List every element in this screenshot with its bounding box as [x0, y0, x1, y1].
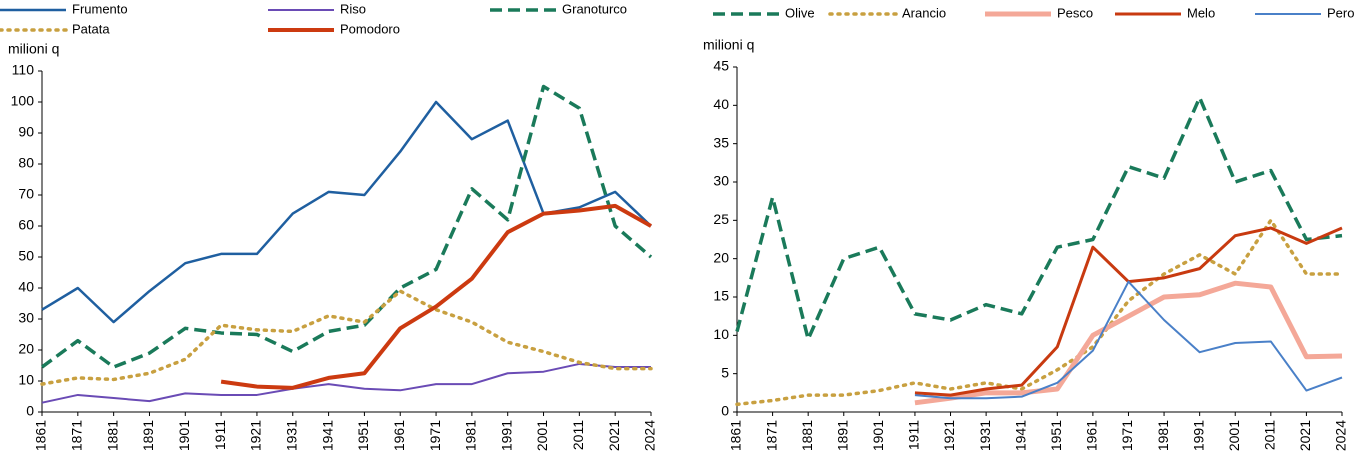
y-tick-label: 0 — [721, 403, 729, 419]
series-line — [41, 362, 651, 404]
y-tick-label: 30 — [713, 173, 729, 189]
x-tick-label: 1921 — [941, 420, 957, 451]
series-line — [40, 289, 653, 386]
x-tick-label: 1891 — [834, 420, 850, 451]
y-tick-label: 110 — [12, 62, 35, 78]
x-tick-label: 1981 — [463, 420, 479, 451]
x-tick-label: 1941 — [319, 420, 335, 451]
y-tick-label: 90 — [18, 124, 34, 140]
legend-label: Melo — [1187, 5, 1215, 20]
x-tick-label: 2021 — [1297, 420, 1313, 451]
series-line — [914, 226, 1343, 397]
y-tick-label: 50 — [18, 248, 34, 264]
x-tick-label: 2001 — [1226, 420, 1242, 451]
y-tick-label: 40 — [713, 96, 729, 112]
y-tick-label: 0 — [26, 403, 34, 419]
x-tick-label: 2024 — [1333, 420, 1349, 451]
x-tick-label: 1991 — [498, 420, 514, 451]
y-tick-label: 15 — [713, 288, 729, 304]
x-tick-label: 1901 — [176, 420, 192, 451]
x-tick-label: 1871 — [69, 420, 85, 451]
legend-label: Olive — [785, 5, 815, 20]
x-tick-label: 1961 — [1084, 420, 1100, 451]
legend-label: Pesco — [1057, 5, 1093, 20]
x-tick-label: 1891 — [140, 420, 156, 451]
x-tick-label: 2021 — [606, 420, 622, 451]
legend-label: Pero — [1327, 5, 1354, 20]
y-tick-label: 10 — [18, 372, 34, 388]
x-tick-label: 1871 — [763, 420, 779, 451]
y-tick-label: 20 — [18, 341, 34, 357]
y-axis-label: milioni q — [703, 37, 754, 53]
x-tick-label: 1861 — [33, 420, 49, 451]
x-tick-label: 1951 — [1048, 420, 1064, 451]
legend-label: Pomodoro — [340, 21, 400, 36]
y-tick-label: 45 — [713, 58, 729, 74]
x-tick-label: 1931 — [283, 420, 299, 451]
x-tick-label: 1941 — [1012, 420, 1028, 451]
series-line — [40, 84, 653, 369]
x-tick-label: 2001 — [534, 420, 550, 451]
x-tick-label: 1981 — [1155, 420, 1171, 451]
x-tick-label: 1881 — [104, 420, 120, 451]
legend-label: Patata — [72, 21, 110, 36]
series-line — [735, 218, 1344, 407]
y-tick-label: 5 — [721, 364, 729, 380]
x-tick-label: 1881 — [799, 420, 815, 451]
y-tick-label: 60 — [18, 217, 34, 233]
y-tick-label: 35 — [713, 134, 729, 150]
series-line — [220, 203, 652, 390]
y-tick-label: 80 — [18, 155, 34, 171]
legend-label: Granoturco — [562, 1, 627, 16]
x-tick-label: 1951 — [355, 420, 371, 451]
x-tick-label: 1931 — [977, 420, 993, 451]
x-tick-label: 1911 — [906, 420, 922, 450]
y-axis-label: milioni q — [8, 41, 59, 57]
legend-label: Riso — [340, 1, 366, 16]
x-tick-label: 1861 — [728, 420, 744, 451]
series-line — [914, 280, 1343, 400]
series-line — [735, 95, 1343, 341]
y-tick-label: 40 — [18, 279, 34, 295]
x-tick-label: 2011 — [1262, 420, 1278, 450]
y-tick-label: 70 — [18, 186, 34, 202]
x-tick-label: 1971 — [427, 420, 443, 451]
y-tick-label: 20 — [713, 249, 729, 265]
x-tick-label: 1921 — [248, 420, 264, 451]
x-tick-label: 1901 — [870, 420, 886, 451]
legend-label: Frumento — [72, 1, 128, 16]
x-tick-label: 1991 — [1190, 420, 1206, 451]
x-tick-label: 2024 — [642, 420, 658, 451]
y-tick-label: 25 — [713, 211, 729, 227]
series-line — [914, 280, 1343, 406]
y-tick-label: 100 — [11, 93, 35, 109]
x-tick-label: 2011 — [570, 420, 586, 450]
legend-label: Arancio — [902, 5, 946, 20]
x-tick-label: 1911 — [212, 420, 228, 450]
y-tick-label: 10 — [713, 326, 729, 342]
x-tick-label: 1971 — [1119, 420, 1135, 451]
y-tick-label: 30 — [18, 310, 34, 326]
x-tick-label: 1961 — [391, 420, 407, 451]
